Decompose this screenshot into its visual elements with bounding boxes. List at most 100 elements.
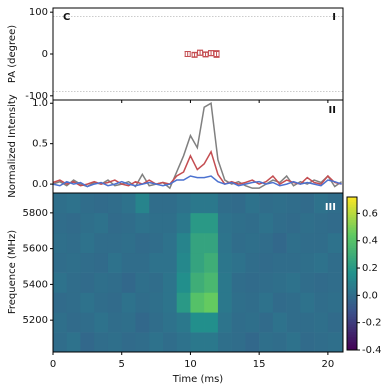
heatmap-cell — [204, 212, 219, 234]
heatmap-cell — [162, 312, 177, 333]
heatmap-cell — [286, 272, 301, 293]
heatmap-cell — [53, 332, 68, 353]
heatmap-cell — [94, 332, 109, 353]
heatmap-cell — [314, 212, 329, 234]
heatmap-cell — [204, 272, 219, 293]
heatmap-cell — [327, 312, 344, 333]
heatmap-cell — [135, 212, 150, 234]
colorbar-step — [347, 248, 357, 252]
heatmap-cell — [149, 332, 164, 353]
colorbar-step — [347, 347, 357, 351]
heatmap-cell — [217, 292, 232, 313]
colorbar-step — [347, 301, 357, 305]
colorbar-step — [347, 324, 357, 328]
heatmap-cell — [94, 272, 109, 293]
heatmap-cell — [245, 232, 260, 254]
colorbar-tick-label: 0.6 — [362, 208, 378, 219]
colorbar-step — [347, 311, 357, 315]
heatmap-cell — [231, 312, 246, 333]
heatmap-cell — [149, 193, 164, 214]
heatmap-cell — [107, 292, 123, 313]
colorbar-tick-label: -0.2 — [362, 318, 382, 329]
heatmap-cell — [327, 292, 344, 313]
heatmap-cell — [314, 193, 329, 214]
heatmap-cell — [259, 292, 274, 313]
colorbar-step — [347, 253, 357, 257]
colorbar-step — [347, 270, 357, 274]
heatmap-cell — [217, 332, 232, 353]
heatmap-cell — [286, 312, 301, 333]
heatmap-cell — [272, 272, 287, 293]
heatmap-cell — [314, 332, 329, 353]
x-tick-label: 0 — [50, 359, 56, 370]
colorbar-step — [347, 240, 357, 244]
panel-letter: C — [63, 12, 70, 23]
heatmap-cell — [53, 193, 68, 214]
heatmap-cell — [259, 232, 274, 254]
colorbar-step — [347, 222, 357, 226]
panel-label: I — [332, 12, 336, 23]
colorbar-step — [347, 296, 357, 300]
heatmap-cell — [190, 232, 205, 254]
colorbar-step — [347, 217, 357, 221]
heatmap-cell — [149, 212, 164, 234]
heatmap-cell — [314, 272, 329, 293]
colorbar-step — [347, 273, 357, 277]
heatmap-cell — [314, 252, 329, 273]
heatmap-cell — [272, 212, 287, 234]
heatmap-cell — [259, 332, 274, 353]
heatmap-cell — [176, 232, 191, 254]
colorbar-step — [347, 283, 357, 287]
heatmap-cell — [231, 332, 246, 353]
heatmap-cell — [66, 272, 81, 293]
heatmap-cell — [176, 252, 191, 273]
colorbar-step — [347, 327, 357, 331]
colorbar-step — [347, 304, 357, 308]
heatmap-cell — [286, 212, 301, 234]
heatmap-cell — [245, 292, 260, 313]
heatmap-cell — [217, 232, 232, 254]
heatmap-cell — [149, 272, 164, 293]
heatmap-cell — [300, 312, 315, 333]
heatmap-cell — [190, 193, 205, 214]
colorbar-step — [347, 232, 357, 236]
colorbar-step — [347, 306, 357, 310]
y-tick-label: 5400 — [23, 279, 48, 290]
panel-label: II — [329, 105, 336, 116]
y-tick-label: 5800 — [23, 208, 48, 219]
colorbar-step — [347, 309, 357, 313]
colorbar-step — [347, 255, 357, 259]
heatmap-cell — [162, 212, 177, 234]
heatmap-cell — [149, 292, 164, 313]
heatmap-cell — [121, 232, 136, 254]
heatmap-cell — [80, 292, 95, 313]
heatmap-cell — [80, 193, 95, 214]
heatmap-cell — [217, 312, 232, 333]
colorbar-step — [347, 227, 357, 231]
heatmap-cell — [245, 272, 260, 293]
colorbar-step — [347, 321, 357, 325]
colorbar-step — [347, 209, 357, 213]
heatmap-cell — [300, 252, 315, 273]
heatmap-cell — [121, 272, 136, 293]
heatmap-cell — [107, 272, 123, 293]
heatmap-cell — [176, 212, 191, 234]
colorbar-step — [347, 344, 357, 348]
heatmap-cell — [162, 193, 177, 214]
heatmap-cell — [217, 212, 232, 234]
colorbar-step — [347, 260, 357, 264]
y-axis-label: Normalized Intensity — [7, 94, 18, 197]
heatmap-cell — [231, 212, 246, 234]
heatmap-cell — [204, 292, 219, 313]
heatmap-cell — [66, 252, 81, 273]
heatmap-cell — [94, 312, 109, 333]
heatmap-cell — [245, 252, 260, 273]
colorbar-step — [347, 263, 357, 267]
colorbar-step — [347, 199, 357, 203]
x-axis-label: Time (ms) — [172, 374, 224, 385]
heatmap-cell — [162, 332, 177, 353]
heatmap-cell — [300, 232, 315, 254]
heatmap-cell — [190, 312, 205, 333]
heatmap-cell — [121, 292, 136, 313]
